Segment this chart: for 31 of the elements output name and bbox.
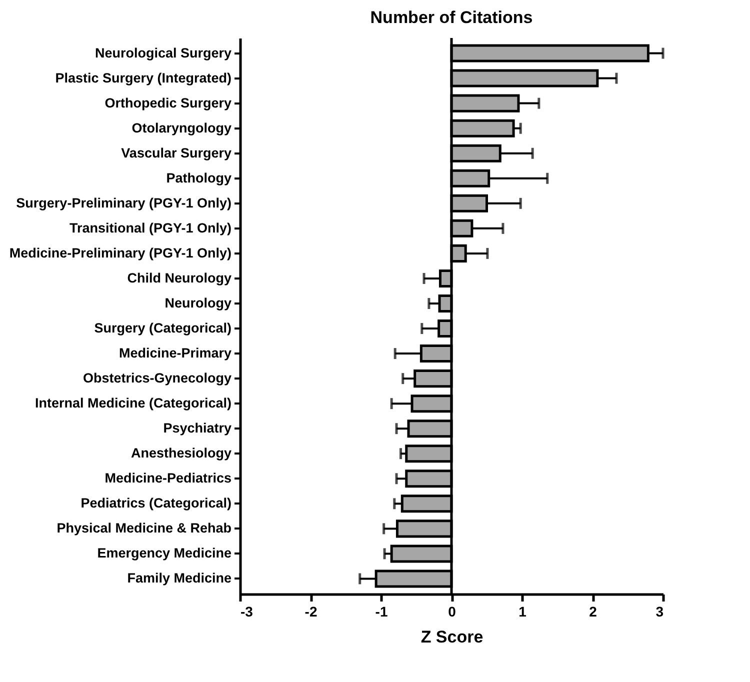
- y-tick-label: Internal Medicine (Categorical): [34, 396, 232, 411]
- y-tick-label: Medicine-Primary: [118, 346, 232, 361]
- y-tick-label: Transitional (PGY-1 Only): [69, 220, 232, 236]
- y-tick-label: Emergency Medicine: [97, 546, 232, 561]
- x-tick-label: 0: [448, 604, 456, 620]
- y-tick-label: Pathology: [166, 170, 232, 186]
- y-tick-label: Family Medicine: [127, 570, 232, 586]
- y-tick-label: Surgery-Preliminary (PGY-1 Only): [16, 195, 232, 210]
- y-tick-label: Otolaryngology: [132, 120, 232, 136]
- x-tick-label: -1: [375, 604, 388, 620]
- y-tick-label: Orthopedic Surgery: [104, 95, 232, 110]
- chart-title: Number of Citations: [370, 8, 533, 27]
- y-tick-label: Vascular Surgery: [121, 145, 232, 160]
- y-tick-label: Plastic Surgery (Integrated): [55, 70, 232, 86]
- y-tick-label: Medicine-Preliminary (PGY-1 Only): [9, 245, 232, 260]
- x-tick-label: -3: [240, 604, 254, 620]
- x-tick-label: 2: [589, 604, 598, 620]
- x-axis-title: Z Score: [420, 628, 484, 646]
- y-tick-label: Child Neurology: [127, 270, 232, 286]
- x-tick-label: 1: [518, 604, 527, 620]
- y-tick-label: Neurological Surgery: [94, 45, 232, 60]
- x-tick-label: -2: [304, 604, 318, 620]
- y-tick-label: Anesthesiology: [130, 446, 232, 461]
- y-tick-label: Surgery (Categorical): [94, 320, 232, 336]
- y-tick-label: Obstetrics-Gynecology: [82, 370, 232, 386]
- y-tick-label: Neurology: [164, 295, 232, 310]
- y-tick-label: Psychiatry: [163, 420, 232, 436]
- y-tick-label: Pediatrics (Categorical): [80, 496, 232, 511]
- y-tick-label: Physical Medicine & Rehab: [56, 520, 232, 536]
- x-tick-label: 3: [656, 604, 664, 620]
- y-tick-label: Medicine-Pediatrics: [104, 470, 232, 486]
